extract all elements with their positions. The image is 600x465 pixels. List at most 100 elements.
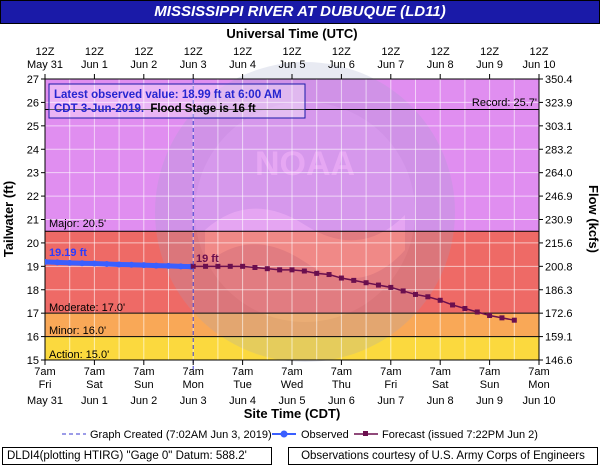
right-axis-title: Flow (kcfs) — [586, 185, 600, 253]
forecast-point — [351, 277, 357, 283]
observed-point — [91, 260, 98, 267]
bottom-tick-date: May 31 — [27, 395, 63, 407]
top-tick-date: Jun 9 — [476, 59, 503, 71]
right-axis-ticks: 350.4 323.9 303.1 283.2 264.0 246.9 230.9 215.6… — [539, 74, 573, 367]
bottom-tick-day: Sat — [432, 379, 449, 391]
minor-label: Minor: 16.0' — [49, 325, 106, 337]
bottom-tick-date: Jun 5 — [279, 395, 306, 407]
chart-title: MISSISSIPPI RIVER AT DUBUQUE (LD11) — [0, 0, 600, 24]
bottom-tick-time: 7am — [182, 366, 203, 378]
forecast-point — [314, 270, 320, 276]
bottom-tick-date: Jun 6 — [328, 395, 355, 407]
forecast-point — [215, 263, 221, 269]
observed-point — [116, 261, 123, 268]
left-tick-label: 20 — [27, 238, 39, 250]
action-label: Action: 15.0' — [49, 349, 109, 361]
footer-datum: DLDI4(plotting HTIRG) "Gage 0" Datum: 58… — [2, 447, 272, 465]
observed-point — [54, 259, 61, 266]
bottom-tick-date: Jun 10 — [522, 395, 555, 407]
bottom-tick-time: 7am — [232, 366, 253, 378]
bottom-tick-date: Jun 1 — [81, 395, 108, 407]
bottom-tick-date: Jun 4 — [229, 395, 256, 407]
legend-forecast-marker — [363, 431, 368, 436]
top-tick-date: Jun 4 — [229, 59, 256, 71]
observed-point — [103, 260, 110, 267]
bottom-tick-time: 7am — [331, 366, 352, 378]
bottom-tick-time: 7am — [34, 366, 55, 378]
legend: Graph Created (7:02AM Jun 3, 2019) Obser… — [62, 429, 538, 441]
bottom-tick-date: Jun 2 — [130, 395, 157, 407]
latest-value-line2: CDT 3-Jun-2019. Flood Stage is 16 ft — [54, 103, 256, 115]
left-tick-label: 24 — [27, 144, 39, 156]
right-tick-label: 159.1 — [545, 332, 573, 344]
left-tick-label: 17 — [27, 308, 39, 320]
right-tick-label: 350.4 — [545, 74, 573, 86]
forecast-point — [240, 263, 246, 269]
top-tick-date: Jun 6 — [328, 59, 355, 71]
moderate-label: Moderate: 17.0' — [49, 302, 125, 314]
forecast-point — [388, 284, 394, 290]
left-tick-label: 26 — [27, 97, 39, 109]
observed-point — [165, 262, 172, 269]
bottom-tick-time: 7am — [429, 366, 450, 378]
right-tick-label: 230.9 — [545, 215, 573, 227]
top-tick-label: 12Z — [332, 46, 351, 58]
bottom-tick-time: 7am — [528, 366, 549, 378]
bottom-tick-day: Sat — [86, 379, 103, 391]
top-tick-label: 12Z — [233, 46, 252, 58]
forecast-point — [400, 288, 406, 294]
threshold-lines — [45, 108, 539, 338]
forecast-point — [437, 297, 443, 303]
flood-stage-note: Flood Stage is 16 ft — [150, 103, 256, 115]
top-tick-date: Jun 1 — [81, 59, 108, 71]
bottom-tick-day: Fri — [39, 379, 52, 391]
top-tick-label: 12Z — [184, 46, 203, 58]
forecast-point — [190, 263, 196, 269]
footer-credit: Observations courtesy of U.S. Army Corps… — [288, 447, 598, 465]
legend-observed-label: Observed — [301, 429, 349, 441]
data-series — [45, 258, 517, 323]
left-tick-label: 21 — [27, 215, 39, 227]
grid-lines — [45, 79, 539, 360]
left-tick-label: 25 — [27, 121, 39, 133]
observed-point — [140, 262, 147, 269]
forecast-point — [326, 272, 332, 278]
top-tick-date: Jun 3 — [180, 59, 207, 71]
legend-forecast-label: Forecast (issued 7:22PM Jun 2) — [382, 429, 538, 441]
right-tick-label: 323.9 — [545, 97, 573, 109]
top-tick-date: Jun 10 — [522, 59, 555, 71]
bottom-tick-time: 7am — [133, 366, 154, 378]
left-tick-label: 15 — [27, 355, 39, 367]
top-tick-label: 12Z — [134, 46, 153, 58]
forecast-point — [375, 282, 381, 288]
left-axis-ticks: 27 26 25 24 23 22 21 20 19 18 17 16 15 — [27, 74, 45, 367]
forecast-point — [474, 309, 480, 315]
top-tick-label: 12Z — [480, 46, 499, 58]
bottom-tick-day: Mon — [182, 379, 203, 391]
legend-observed-marker — [280, 430, 288, 438]
left-tick-label: 16 — [27, 332, 39, 344]
bottom-tick-day: Tue — [233, 379, 252, 391]
top-axis-title: Universal Time (UTC) — [226, 26, 357, 41]
forecast-point — [425, 294, 431, 300]
forecast-point — [450, 302, 456, 308]
forecast-point — [264, 266, 270, 272]
latest-value-box: Latest observed value: 18.99 ft at 6:00 … — [48, 83, 306, 119]
left-tick-label: 23 — [27, 168, 39, 180]
left-tick-label: 19 — [27, 261, 39, 273]
right-tick-label: 246.9 — [545, 191, 573, 203]
bottom-tick-date: Jun 7 — [377, 395, 404, 407]
left-axis-title: Tailwater (ft) — [1, 181, 16, 257]
left-tick-label: 22 — [27, 191, 39, 203]
left-tick-label: 27 — [27, 74, 39, 86]
forecast-point — [511, 317, 517, 323]
observed-point — [177, 263, 184, 270]
noaa-watermark-text: NOAA — [255, 145, 355, 183]
top-tick-label: 12Z — [381, 46, 400, 58]
observed-point — [45, 258, 48, 265]
bottom-tick-time: 7am — [479, 366, 500, 378]
observed-point — [128, 261, 135, 268]
top-tick-date: Jun 5 — [279, 59, 306, 71]
